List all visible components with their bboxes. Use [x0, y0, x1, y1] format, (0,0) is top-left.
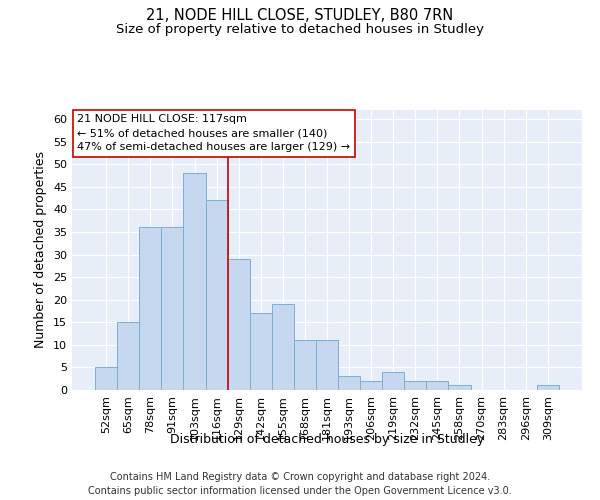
Bar [316, 340, 338, 390]
Bar [184, 173, 206, 390]
Bar [139, 228, 161, 390]
Bar [95, 368, 117, 390]
Bar [537, 386, 559, 390]
Bar [338, 376, 360, 390]
Bar [117, 322, 139, 390]
Y-axis label: Number of detached properties: Number of detached properties [34, 152, 47, 348]
Bar [227, 259, 250, 390]
Text: Contains public sector information licensed under the Open Government Licence v3: Contains public sector information licen… [88, 486, 512, 496]
Bar [294, 340, 316, 390]
Bar [360, 381, 382, 390]
Text: Size of property relative to detached houses in Studley: Size of property relative to detached ho… [116, 22, 484, 36]
Text: 21 NODE HILL CLOSE: 117sqm
← 51% of detached houses are smaller (140)
47% of sem: 21 NODE HILL CLOSE: 117sqm ← 51% of deta… [77, 114, 350, 152]
Text: 21, NODE HILL CLOSE, STUDLEY, B80 7RN: 21, NODE HILL CLOSE, STUDLEY, B80 7RN [146, 8, 454, 22]
Bar [250, 313, 272, 390]
Bar [272, 304, 294, 390]
Text: Contains HM Land Registry data © Crown copyright and database right 2024.: Contains HM Land Registry data © Crown c… [110, 472, 490, 482]
Bar [404, 381, 427, 390]
Bar [161, 228, 184, 390]
Bar [206, 200, 227, 390]
Bar [427, 381, 448, 390]
Bar [382, 372, 404, 390]
Text: Distribution of detached houses by size in Studley: Distribution of detached houses by size … [170, 432, 484, 446]
Bar [448, 386, 470, 390]
